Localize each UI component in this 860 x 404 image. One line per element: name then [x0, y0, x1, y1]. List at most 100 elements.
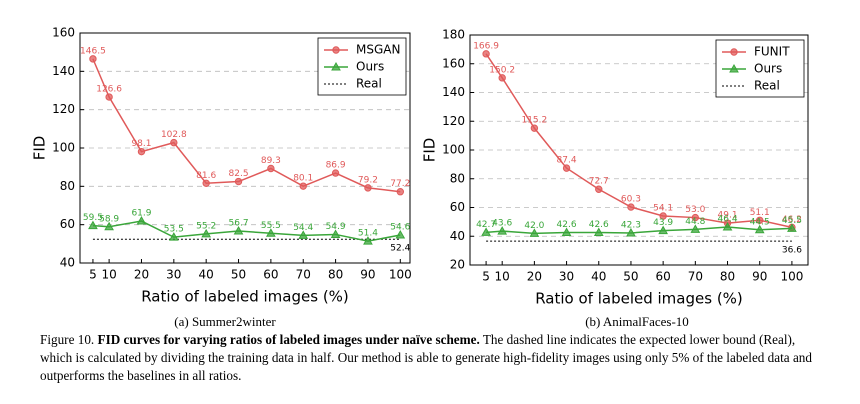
- point: [201, 228, 212, 238]
- data-label: 45.5: [782, 216, 802, 226]
- x-tick-label: 20: [134, 268, 149, 282]
- data-label: 55.2: [196, 221, 216, 231]
- subplot-caption: (a) Summer2winter: [174, 314, 276, 329]
- data-label: 51.4: [358, 229, 378, 239]
- legend-label: Ours: [356, 60, 384, 74]
- data-label: 126.6: [96, 85, 122, 95]
- y-tick-label: 120: [442, 114, 465, 128]
- data-label: 55.5: [261, 221, 281, 231]
- data-label: 77.2: [390, 179, 410, 189]
- x-tick-label: 20: [527, 270, 542, 284]
- x-axis-label: Ratio of labeled images (%): [535, 290, 743, 308]
- point: [137, 147, 146, 156]
- point: [482, 50, 490, 58]
- data-label: 42.0: [524, 221, 544, 231]
- data-label: 86.9: [326, 161, 346, 171]
- point: [530, 124, 539, 132]
- point: [364, 184, 372, 192]
- data-label: 98.1: [131, 139, 151, 149]
- point: [266, 228, 276, 237]
- x-tick-label: 80: [720, 270, 735, 284]
- y-tick-label: 160: [442, 56, 465, 70]
- point: [136, 216, 147, 225]
- point: [562, 164, 571, 172]
- x-tick-label: 50: [231, 268, 246, 282]
- point: [497, 226, 508, 235]
- point: [202, 179, 210, 187]
- data-label: 51.1: [750, 208, 770, 218]
- x-tick-label: 5: [482, 270, 490, 284]
- point: [754, 224, 765, 234]
- point: [691, 213, 700, 222]
- data-label: 54.6: [390, 223, 410, 233]
- subplot-caption: (b) AnimalFaces-10: [585, 314, 689, 329]
- data-label: 56.7: [229, 218, 249, 228]
- data-label: 115.2: [521, 116, 547, 126]
- point: [331, 61, 341, 71]
- legend-label: MSGAN: [356, 43, 400, 57]
- point: [561, 227, 572, 237]
- x-tick-label: 80: [328, 268, 343, 282]
- x-tick-label: 30: [559, 270, 574, 284]
- data-label: 43.9: [653, 218, 673, 228]
- data-label: 82.5: [229, 169, 249, 179]
- point: [363, 236, 373, 245]
- x-tick-label: 100: [780, 270, 803, 284]
- y-tick-label: 140: [442, 85, 465, 99]
- x-tick-label: 70: [296, 268, 311, 282]
- x-tick-label: 10: [101, 268, 116, 282]
- data-label: 89.3: [261, 156, 281, 166]
- data-label: 79.2: [358, 175, 378, 185]
- y-tick-label: 80: [450, 171, 465, 185]
- y-tick-label: 60: [450, 200, 465, 214]
- y-tick-label: 140: [52, 64, 75, 78]
- point: [529, 228, 540, 237]
- point: [729, 63, 739, 73]
- point: [627, 203, 635, 211]
- data-label: 102.8: [161, 130, 187, 140]
- data-label: 61.9: [131, 209, 151, 219]
- point: [595, 185, 603, 193]
- data-label: 42.6: [557, 220, 577, 230]
- data-label: 49.1: [718, 211, 738, 221]
- data-label: 54.1: [653, 203, 673, 213]
- point: [787, 223, 797, 232]
- data-label: 42.7: [476, 220, 496, 230]
- point: [267, 164, 275, 173]
- x-tick-label: 60: [263, 268, 278, 282]
- x-tick-label: 100: [389, 268, 412, 282]
- plot-frame: [469, 34, 809, 266]
- point: [299, 182, 307, 190]
- x-tick-label: 60: [656, 270, 671, 284]
- y-tick-label: 100: [442, 143, 465, 157]
- figure-caption: Figure 10. FID curves for varying ratios…: [40, 331, 830, 385]
- y-tick-label: 60: [60, 217, 75, 231]
- x-tick-label: 5: [89, 268, 97, 282]
- point: [104, 221, 114, 231]
- point: [658, 225, 669, 235]
- data-label: 166.9: [473, 41, 499, 51]
- y-tick-label: 160: [52, 26, 75, 40]
- point: [722, 222, 733, 231]
- data-label: 87.4: [557, 156, 577, 166]
- point: [396, 188, 404, 196]
- y-tick-label: 20: [450, 258, 465, 272]
- x-tick-label: 30: [166, 268, 181, 282]
- point: [331, 169, 340, 177]
- figure: 40 60 80 100 120 140 160 5 10 20 30 40 50 60 70 80 90 100…: [31, 26, 809, 329]
- caption-bold: FID curves for varying ratios of labeled…: [97, 332, 480, 347]
- data-label: 44.8: [685, 217, 705, 227]
- point: [730, 48, 738, 56]
- y-axis-label: FID: [31, 136, 49, 161]
- x-axis-label: Ratio of labeled images (%): [141, 288, 349, 306]
- y-tick-label: 80: [60, 179, 75, 193]
- reference-label: 52.4: [390, 244, 410, 254]
- point: [298, 230, 309, 239]
- point: [234, 177, 243, 186]
- point: [330, 229, 341, 238]
- data-label: 146.5: [80, 46, 106, 56]
- data-label: 44.5: [750, 217, 770, 227]
- point: [756, 216, 764, 224]
- point: [626, 227, 636, 237]
- y-tick-label: 40: [450, 229, 465, 243]
